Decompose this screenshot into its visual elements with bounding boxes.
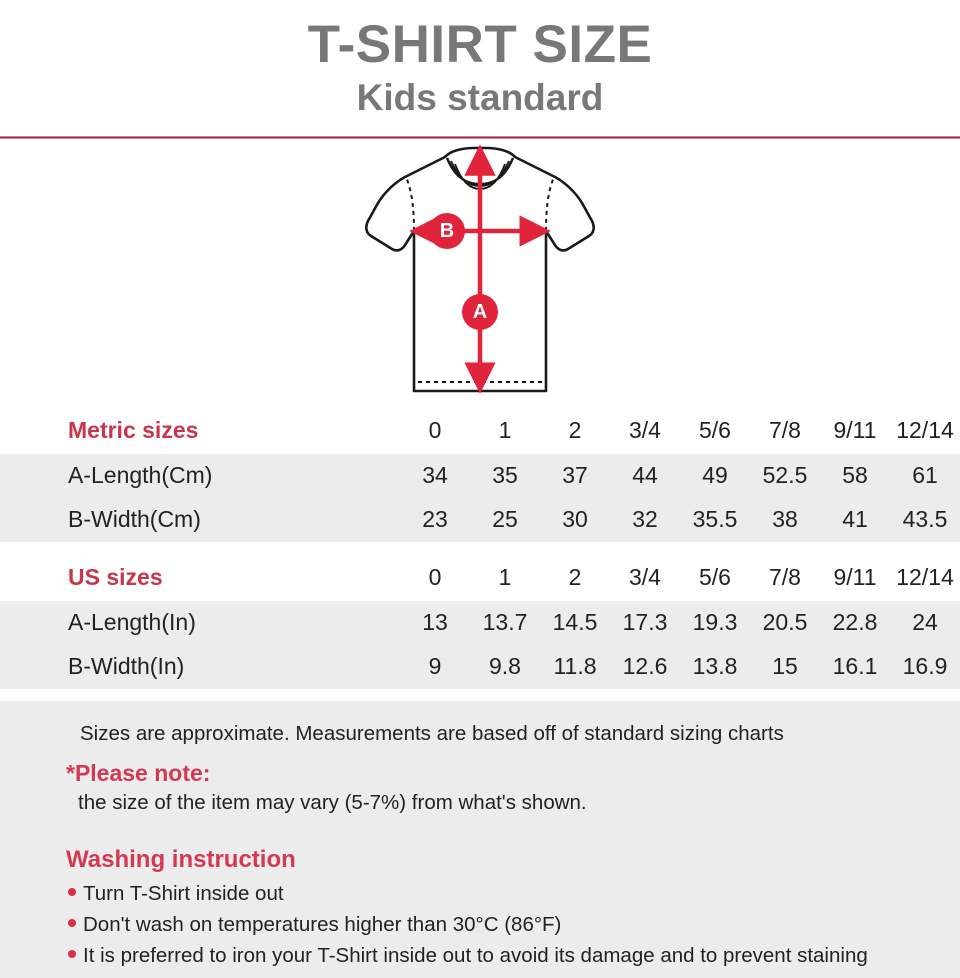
table-row: B-Width(In) 9 9.8 11.8 12.6 13.8 15 16.1… [0,644,960,689]
us-width-label: B-Width(In) [68,653,185,680]
value-cell: 12.6 [622,653,668,680]
us-width-cells: 9 9.8 11.8 12.6 13.8 15 16.1 16.9 [400,653,960,680]
size-cell: 2 [568,563,582,590]
washing-instruction-title: Washing instruction [66,846,296,873]
value-cell: 61 [912,462,938,489]
tshirt-illustration: B A [365,143,595,394]
value-cell: 24 [912,609,938,636]
value-cell: 22.8 [832,609,878,636]
value-cell: 19.3 [692,609,738,636]
value-cell: 9.8 [489,653,521,680]
us-header-label: US sizes [68,563,163,590]
value-cell: 13 [422,609,448,636]
value-cell: 30 [562,506,588,533]
metric-header-label: Metric sizes [68,416,199,443]
value-cell: 25 [492,506,518,533]
size-cell: 1 [498,416,512,443]
table-row: Metric sizes 0 1 2 3/4 5/6 7/8 9/11 12/1… [0,406,960,454]
bullet-icon [68,919,76,928]
size-cell: 7/8 [769,563,801,590]
washing-instruction-text: It is preferred to iron your T-Shirt ins… [83,944,868,968]
page-title: T-SHIRT SIZE [307,15,653,74]
value-cell: 35 [492,462,518,489]
value-cell: 44 [632,462,658,489]
width-marker-badge [429,212,465,249]
value-cell: 34 [422,462,448,489]
approximation-note: Sizes are approximate. Measurements are … [80,721,784,745]
width-marker-label: B [440,220,454,242]
title-divider [0,135,960,139]
table-row: A-Length(Cm) 34 35 37 44 49 52.5 58 61 [0,453,960,498]
us-length-label: A-Length(In) [68,609,196,636]
table-row: A-Length(In) 13 13.7 14.5 17.3 19.3 20.5… [0,600,960,645]
table-row: US sizes 0 1 2 3/4 5/6 7/8 9/11 12/14 [0,553,960,601]
size-cell: 0 [428,563,442,590]
washing-instruction-item: It is preferred to iron your T-Shirt ins… [0,944,960,968]
value-cell: 13.7 [482,609,528,636]
bullet-icon [68,888,76,897]
value-cell: 49 [702,462,728,489]
size-cell: 12/14 [896,416,954,443]
value-cell: 43.5 [902,506,948,533]
value-cell: 41 [842,506,868,533]
washing-instruction-item: Turn T-Shirt inside out [0,882,960,906]
length-marker-label: A [473,301,487,323]
size-table: Metric sizes 0 1 2 3/4 5/6 7/8 9/11 12/1… [0,406,960,701]
value-cell: 16.1 [832,653,878,680]
metric-size-cells: 0 1 2 3/4 5/6 7/8 9/11 12/14 [400,417,960,444]
notes-section: Sizes are approximate. Measurements are … [0,700,960,978]
page-subtitle: Kids standard [356,77,604,118]
value-cell: 38 [772,506,798,533]
value-cell: 11.8 [553,653,597,680]
value-cell: 35.5 [692,506,738,533]
washing-instruction-text: Turn T-Shirt inside out [83,882,284,906]
value-cell: 16.9 [902,653,948,680]
size-cell: 2 [568,416,582,443]
us-length-cells: 13 13.7 14.5 17.3 19.3 20.5 22.8 24 [400,609,960,636]
value-cell: 52.5 [762,462,808,489]
value-cell: 15 [772,653,798,680]
table-section-gap [0,541,960,554]
size-cell: 1 [498,563,512,590]
size-cell: 0 [428,416,442,443]
washing-instruction-item: Don't wash on temperatures higher than 3… [0,913,960,937]
size-cell: 3/4 [629,563,661,590]
value-cell: 14.5 [552,609,598,636]
size-cell: 9/11 [833,416,877,443]
size-cell: 5/6 [699,416,731,443]
size-cell: 5/6 [699,563,731,590]
metric-length-label: A-Length(Cm) [68,462,213,489]
metric-width-cells: 23 25 30 32 35.5 38 41 43.5 [400,506,960,533]
value-cell: 13.8 [692,653,738,680]
value-cell: 23 [422,506,448,533]
table-row: B-Width(Cm) 23 25 30 32 35.5 38 41 43.5 [0,497,960,542]
us-size-cells: 0 1 2 3/4 5/6 7/8 9/11 12/14 [400,564,960,591]
length-marker-badge [462,293,498,330]
value-cell: 9 [428,653,442,680]
tshirt-diagram: B A [0,139,960,407]
metric-width-label: B-Width(Cm) [68,506,201,533]
size-cell: 9/11 [833,563,877,590]
please-note-title: *Please note: [66,760,211,787]
size-cell: 12/14 [896,563,954,590]
please-note-body: the size of the item may vary (5-7%) fro… [78,791,587,815]
value-cell: 32 [632,506,658,533]
bullet-icon [68,950,76,959]
size-cell: 3/4 [629,416,661,443]
value-cell: 17.3 [622,609,668,636]
value-cell: 20.5 [762,609,808,636]
title-block: T-SHIRT SIZE Kids standard [0,0,960,120]
metric-length-cells: 34 35 37 44 49 52.5 58 61 [400,462,960,489]
washing-instruction-text: Don't wash on temperatures higher than 3… [83,913,562,937]
table-bottom-gap [0,688,960,701]
value-cell: 37 [562,462,588,489]
value-cell: 58 [842,462,868,489]
size-cell: 7/8 [769,416,801,443]
